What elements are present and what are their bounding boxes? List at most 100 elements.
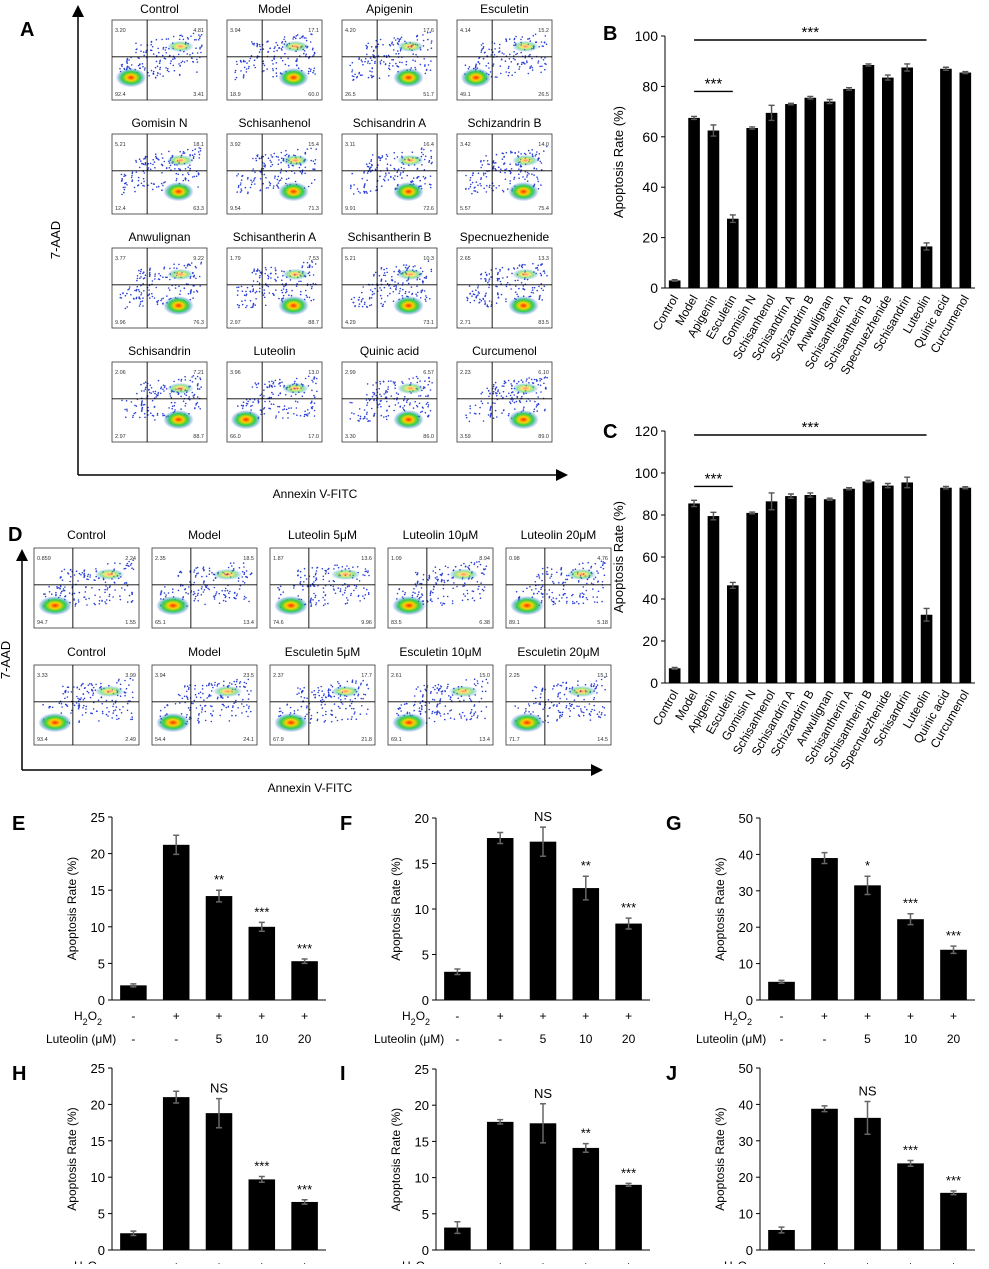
flow-d-plot-title: Luteolin 5μM <box>288 528 357 542</box>
flow-d-dot <box>431 601 433 603</box>
flow-a-dot <box>245 187 247 189</box>
flow-d-dot <box>559 692 561 694</box>
flow-d-plot-title: Luteolin 20μM <box>521 528 597 542</box>
flow-a-dot <box>145 162 147 164</box>
flow-a-dot <box>505 60 507 62</box>
flow-d-dot <box>321 704 323 706</box>
flow-d-dot <box>104 592 106 594</box>
flow-a-dot <box>406 64 408 66</box>
flow-a-dot <box>138 289 140 291</box>
flow-d-dot <box>593 705 595 707</box>
flow-a-dot <box>416 35 418 37</box>
flow-a-q3-value: 60.0 <box>308 92 319 98</box>
flow-a-dot <box>361 61 363 63</box>
flow-a-dot <box>469 405 471 407</box>
flow-d-dot <box>467 566 469 568</box>
flow-a-dot <box>253 268 255 270</box>
flow-d-dot <box>306 714 308 716</box>
flow-a-dot <box>263 60 265 62</box>
flow-a-dot <box>154 275 156 277</box>
flow-a-dot <box>417 39 419 41</box>
flow-d-dot <box>517 707 519 709</box>
flow-d-dot <box>209 694 211 696</box>
flow-a-dot <box>488 49 490 51</box>
flow-a-dot <box>240 184 242 186</box>
flow-d-dot <box>310 598 312 600</box>
flow-d-dot <box>453 582 455 584</box>
flow-a-dot <box>370 160 372 162</box>
flow-d-dot <box>91 587 93 589</box>
flow-a-hotspot <box>231 410 261 429</box>
flow-a-dot <box>503 385 505 387</box>
flow-a-dot <box>503 53 505 55</box>
flow-a-dot <box>163 161 165 163</box>
flow-a-dot <box>495 268 497 270</box>
flow-a-dot <box>498 297 500 299</box>
flow-a-dot <box>141 390 143 392</box>
flow-d-dot <box>572 594 574 596</box>
flow-a-dot <box>518 68 520 70</box>
flow-d-dot <box>583 715 585 717</box>
flow-a-dot <box>245 291 247 293</box>
flow-a-dot <box>544 409 546 411</box>
flow-a-dot <box>123 192 125 194</box>
flow-a-dot <box>250 307 252 309</box>
flow-a-dot <box>469 285 471 287</box>
flow-a-dot <box>537 265 539 267</box>
flow-a-dot <box>121 178 123 180</box>
flow-d-hotspot <box>38 596 72 615</box>
flow-a-dot <box>173 36 175 38</box>
flow-d-dot <box>533 703 535 705</box>
flow-d-dot <box>61 703 63 705</box>
flow-a-dot <box>195 378 197 380</box>
flow-a-dot <box>536 392 538 394</box>
flow-a-dot <box>465 188 467 190</box>
error-bar <box>865 64 871 66</box>
flow-d-dot <box>546 593 548 595</box>
flow-a-dot <box>349 65 351 67</box>
flow-a-dot <box>176 180 178 182</box>
flow-d-dot <box>322 699 324 701</box>
flow-a-q1-value: 4.14 <box>460 28 471 34</box>
flow-d-dot <box>325 594 327 596</box>
flow-d-dot <box>445 705 447 707</box>
flow-a-dot <box>489 186 491 188</box>
flow-d-dot <box>566 687 568 689</box>
flow-a-dot <box>252 401 254 403</box>
flow-d-dot <box>126 582 128 584</box>
flow-d-dot <box>246 704 248 706</box>
flow-a-dot <box>361 74 363 76</box>
flow-d-dot <box>304 568 306 570</box>
flow-d-dot <box>561 715 563 717</box>
flow-d-dot <box>197 720 199 722</box>
flow-d-dot <box>229 597 231 599</box>
flow-d-dot <box>434 721 436 723</box>
flow-d-dot <box>223 705 225 707</box>
flow-d-dot <box>589 703 591 705</box>
flow-a-dot <box>493 417 495 419</box>
flow-a-dot <box>426 297 428 299</box>
flow-a-dot <box>426 403 428 405</box>
flow-d-dot <box>553 601 555 603</box>
flow-a-dot <box>186 60 188 62</box>
flow-d-dot <box>201 709 203 711</box>
flow-a-hotspot-upper <box>512 155 539 166</box>
flow-d-dot <box>401 704 403 706</box>
flow-a-dot <box>313 299 315 301</box>
flow-d-dot <box>353 708 355 710</box>
flow-a-dot <box>403 168 405 170</box>
flow-d-dot <box>186 714 188 716</box>
flow-a-dot <box>382 155 384 157</box>
flow-d-dot <box>451 709 453 711</box>
flow-a-dot <box>238 307 240 309</box>
flow-d-dot <box>185 588 187 590</box>
flow-a-dot <box>243 77 245 79</box>
flow-a-dot <box>270 166 272 168</box>
flow-a-dot <box>300 281 302 283</box>
flow-a-dot <box>507 276 509 278</box>
flow-d-dot <box>444 691 446 693</box>
flow-d-dot <box>323 693 325 695</box>
flow-d-hotspot-upper <box>213 686 242 697</box>
